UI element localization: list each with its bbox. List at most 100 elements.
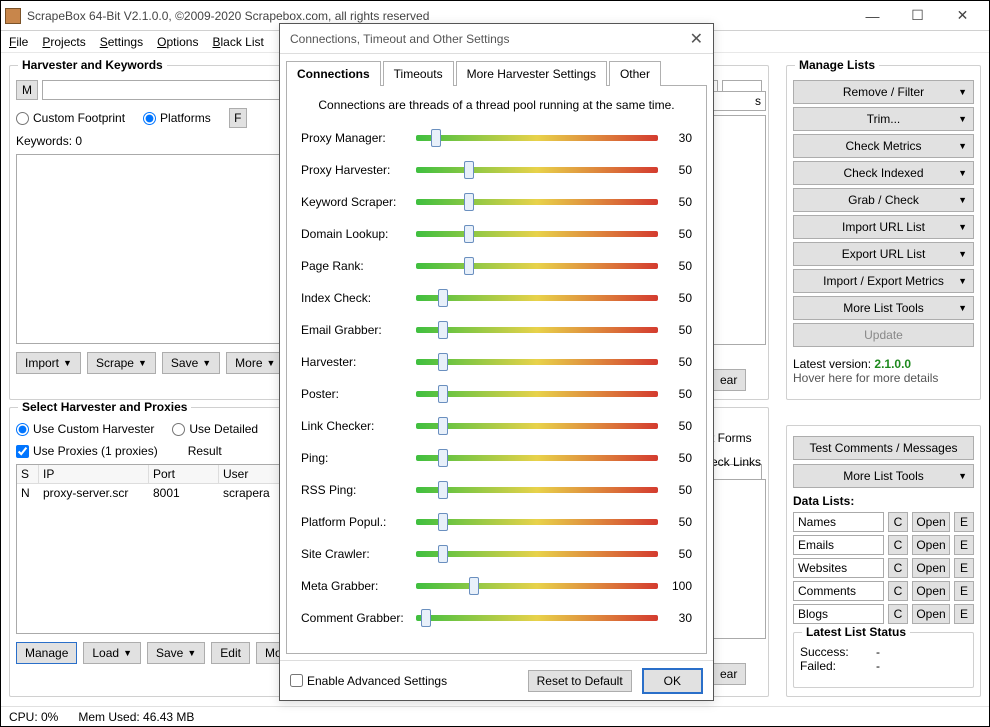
slider-thumb[interactable] [464,193,474,211]
menu-projects[interactable]: Projects [42,35,85,49]
scrape-button[interactable]: Scrape▼ [87,352,156,374]
col-ip[interactable]: IP [39,465,149,483]
clear-button-2[interactable]: ear [711,663,746,685]
slider-thumb[interactable] [438,545,448,563]
slider-track[interactable] [416,455,658,461]
close-button[interactable]: ✕ [940,2,985,30]
tab-more-harvester[interactable]: More Harvester Settings [456,61,607,86]
menu-settings[interactable]: Settings [100,35,143,49]
slider-track[interactable] [416,583,658,589]
slider-thumb[interactable] [438,289,448,307]
slider-track[interactable] [416,199,658,205]
slider-thumb[interactable] [438,417,448,435]
edit-button[interactable]: Edit [211,642,250,664]
manage-list-button-1[interactable]: Trim...▼ [793,107,974,131]
datalist-name[interactable]: Blogs [793,604,884,624]
tab-timeouts[interactable]: Timeouts [383,61,454,86]
slider-thumb[interactable] [464,257,474,275]
slider-track[interactable] [416,423,658,429]
datalist-e-button[interactable]: E [954,581,974,601]
radio-custom-harvester[interactable]: Use Custom Harvester [16,422,154,436]
clear-button-1[interactable]: ear [711,369,746,391]
manage-list-button-2[interactable]: Check Metrics▼ [793,134,974,158]
manage-list-button-7[interactable]: Import / Export Metrics▼ [793,269,974,293]
slider-track[interactable] [416,391,658,397]
tab-connections[interactable]: Connections [286,61,381,86]
menu-file[interactable]: File [9,35,28,49]
minimize-button[interactable]: — [850,2,895,30]
datalist-open-button[interactable]: Open [912,604,950,624]
manage-button[interactable]: Manage [16,642,77,664]
datalist-name[interactable]: Names [793,512,884,532]
slider-track[interactable] [416,519,658,525]
check-enable-advanced[interactable]: Enable Advanced Settings [290,674,447,688]
dialog-close-icon[interactable]: ✕ [690,29,703,49]
datalist-name[interactable]: Websites [793,558,884,578]
more-button[interactable]: More▼ [226,352,284,374]
ok-button[interactable]: OK [642,668,703,694]
slider-thumb[interactable] [464,225,474,243]
manage-list-button-3[interactable]: Check Indexed▼ [793,161,974,185]
load-button[interactable]: Load▼ [83,642,141,664]
datalist-open-button[interactable]: Open [912,512,950,532]
slider-track[interactable] [416,359,658,365]
slider-track[interactable] [416,295,658,301]
radio-detailed-harvester[interactable]: Use Detailed [172,422,258,436]
more-list-tools-button-2[interactable]: More List Tools▼ [793,464,974,488]
slider-thumb[interactable] [431,129,441,147]
test-comments-button[interactable]: Test Comments / Messages [793,436,974,460]
manage-list-button-6[interactable]: Export URL List▼ [793,242,974,266]
col-s[interactable]: S [17,465,39,483]
datalist-name[interactable]: Comments [793,581,884,601]
datalist-c-button[interactable]: C [888,512,908,532]
datalist-e-button[interactable]: E [954,558,974,578]
slider-track[interactable] [416,487,658,493]
radio-platforms[interactable]: Platforms [143,111,211,125]
col-port[interactable]: Port [149,465,219,483]
manage-list-button-4[interactable]: Grab / Check▼ [793,188,974,212]
tab-other[interactable]: Other [609,61,661,86]
save-button[interactable]: Save▼ [162,352,220,374]
slider-thumb[interactable] [438,353,448,371]
save-proxies-button[interactable]: Save▼ [147,642,205,664]
datalist-c-button[interactable]: C [888,558,908,578]
check-use-proxies[interactable]: Use Proxies (1 proxies) [16,444,158,458]
slider-track[interactable] [416,327,658,333]
maximize-button[interactable]: ☐ [895,2,940,30]
datalist-c-button[interactable]: C [888,581,908,601]
slider-track[interactable] [416,167,658,173]
manage-list-button-5[interactable]: Import URL List▼ [793,215,974,239]
slider-thumb[interactable] [421,609,431,627]
menu-options[interactable]: Options [157,35,198,49]
platforms-more-button[interactable]: F [229,108,247,128]
slider-thumb[interactable] [438,321,448,339]
datalist-e-button[interactable]: E [954,512,974,532]
slider-thumb[interactable] [438,449,448,467]
slider-thumb[interactable] [438,513,448,531]
slider-thumb[interactable] [438,385,448,403]
import-button[interactable]: Import▼ [16,352,81,374]
datalist-open-button[interactable]: Open [912,581,950,601]
slider-track[interactable] [416,135,658,141]
m-button[interactable]: M [16,80,38,100]
slider-thumb[interactable] [469,577,479,595]
reset-default-button[interactable]: Reset to Default [528,670,632,692]
manage-list-button-8[interactable]: More List Tools▼ [793,296,974,320]
slider-track[interactable] [416,551,658,557]
datalist-c-button[interactable]: C [888,604,908,624]
manage-list-button-0[interactable]: Remove / Filter▼ [793,80,974,104]
slider-track[interactable] [416,263,658,269]
datalist-open-button[interactable]: Open [912,558,950,578]
datalist-name[interactable]: Emails [793,535,884,555]
datalist-e-button[interactable]: E [954,604,974,624]
radio-custom-footprint[interactable]: Custom Footprint [16,111,125,125]
slider-thumb[interactable] [464,161,474,179]
update-button[interactable]: Update [793,323,974,347]
datalist-open-button[interactable]: Open [912,535,950,555]
datalist-c-button[interactable]: C [888,535,908,555]
slider-track[interactable] [416,615,658,621]
datalist-e-button[interactable]: E [954,535,974,555]
menu-blacklist[interactable]: Black List [212,35,263,49]
slider-thumb[interactable] [438,481,448,499]
slider-track[interactable] [416,231,658,237]
